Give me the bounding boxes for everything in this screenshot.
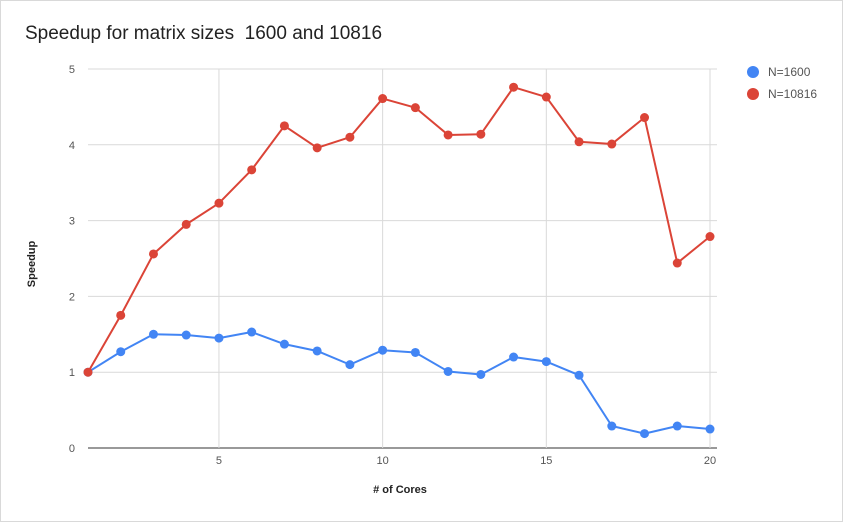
data-point-n1600 xyxy=(443,366,453,376)
x-tick-label: 15 xyxy=(540,455,552,467)
data-point-n1600 xyxy=(574,370,584,380)
series-line-n10816 xyxy=(87,86,711,373)
data-point-n10816 xyxy=(443,130,453,140)
data-point-n1600 xyxy=(541,357,551,367)
data-point-n1600 xyxy=(181,330,191,340)
data-point-n10816 xyxy=(378,94,388,104)
legend-dot-n1600 xyxy=(747,66,759,78)
data-point-n10816 xyxy=(148,249,158,259)
data-point-n10816 xyxy=(181,219,191,229)
data-point-n10816 xyxy=(672,258,682,268)
y-axis-label: Speedup xyxy=(26,240,38,288)
x-axis-label: # of Cores xyxy=(373,484,427,496)
data-point-n1600 xyxy=(410,347,420,357)
y-tick-label: 2 xyxy=(69,291,75,303)
series-n10816 xyxy=(83,82,715,377)
data-point-n10816 xyxy=(247,165,257,175)
data-point-n1600 xyxy=(705,424,715,434)
x-tick-label: 10 xyxy=(377,455,389,467)
data-point-n1600 xyxy=(214,333,224,343)
data-point-n1600 xyxy=(640,429,650,439)
series-line-n1600 xyxy=(87,331,711,435)
chart-title: Speedup for matrix sizes 1600 and 10816 xyxy=(25,23,383,44)
y-tick-label: 3 xyxy=(69,216,75,228)
data-point-n10816 xyxy=(541,92,551,102)
data-point-n1600 xyxy=(607,421,617,431)
legend-dot-n10816 xyxy=(747,88,759,100)
series-n1600 xyxy=(83,327,715,439)
data-point-n1600 xyxy=(509,352,519,362)
legend-label-n10816: N=10816 xyxy=(768,87,818,101)
data-point-n10816 xyxy=(312,143,322,153)
data-point-n1600 xyxy=(247,327,257,337)
data-point-n10816 xyxy=(509,82,519,92)
legend-item-n10816[interactable]: N=10816 xyxy=(747,83,817,105)
data-point-n1600 xyxy=(148,329,158,339)
data-point-n1600 xyxy=(476,369,486,379)
data-point-n1600 xyxy=(378,345,388,355)
data-point-n1600 xyxy=(345,360,355,370)
data-point-n10816 xyxy=(410,103,420,113)
y-tick-label: 4 xyxy=(69,140,75,152)
data-point-n10816 xyxy=(345,132,355,142)
data-point-n1600 xyxy=(672,421,682,431)
data-point-n10816 xyxy=(476,129,486,139)
y-tick-label: 1 xyxy=(69,367,75,379)
legend: N=1600 N=10816 xyxy=(747,61,817,105)
x-tick-label: 5 xyxy=(216,455,222,467)
data-point-n10816 xyxy=(640,113,650,123)
data-point-n10816 xyxy=(214,198,224,208)
data-point-n10816 xyxy=(279,121,289,131)
data-point-n10816 xyxy=(705,232,715,242)
data-point-n10816 xyxy=(83,367,93,377)
data-point-n10816 xyxy=(116,310,126,320)
data-point-n10816 xyxy=(574,137,584,147)
legend-item-n1600[interactable]: N=1600 xyxy=(747,61,817,83)
data-point-n1600 xyxy=(279,339,289,349)
data-point-n1600 xyxy=(116,347,126,357)
y-tick-label: 0 xyxy=(69,443,75,455)
data-point-n1600 xyxy=(312,346,322,356)
x-tick-label: 20 xyxy=(704,455,716,467)
legend-label-n1600: N=1600 xyxy=(768,65,811,79)
data-point-n10816 xyxy=(607,139,617,149)
y-tick-label: 5 xyxy=(69,64,75,76)
